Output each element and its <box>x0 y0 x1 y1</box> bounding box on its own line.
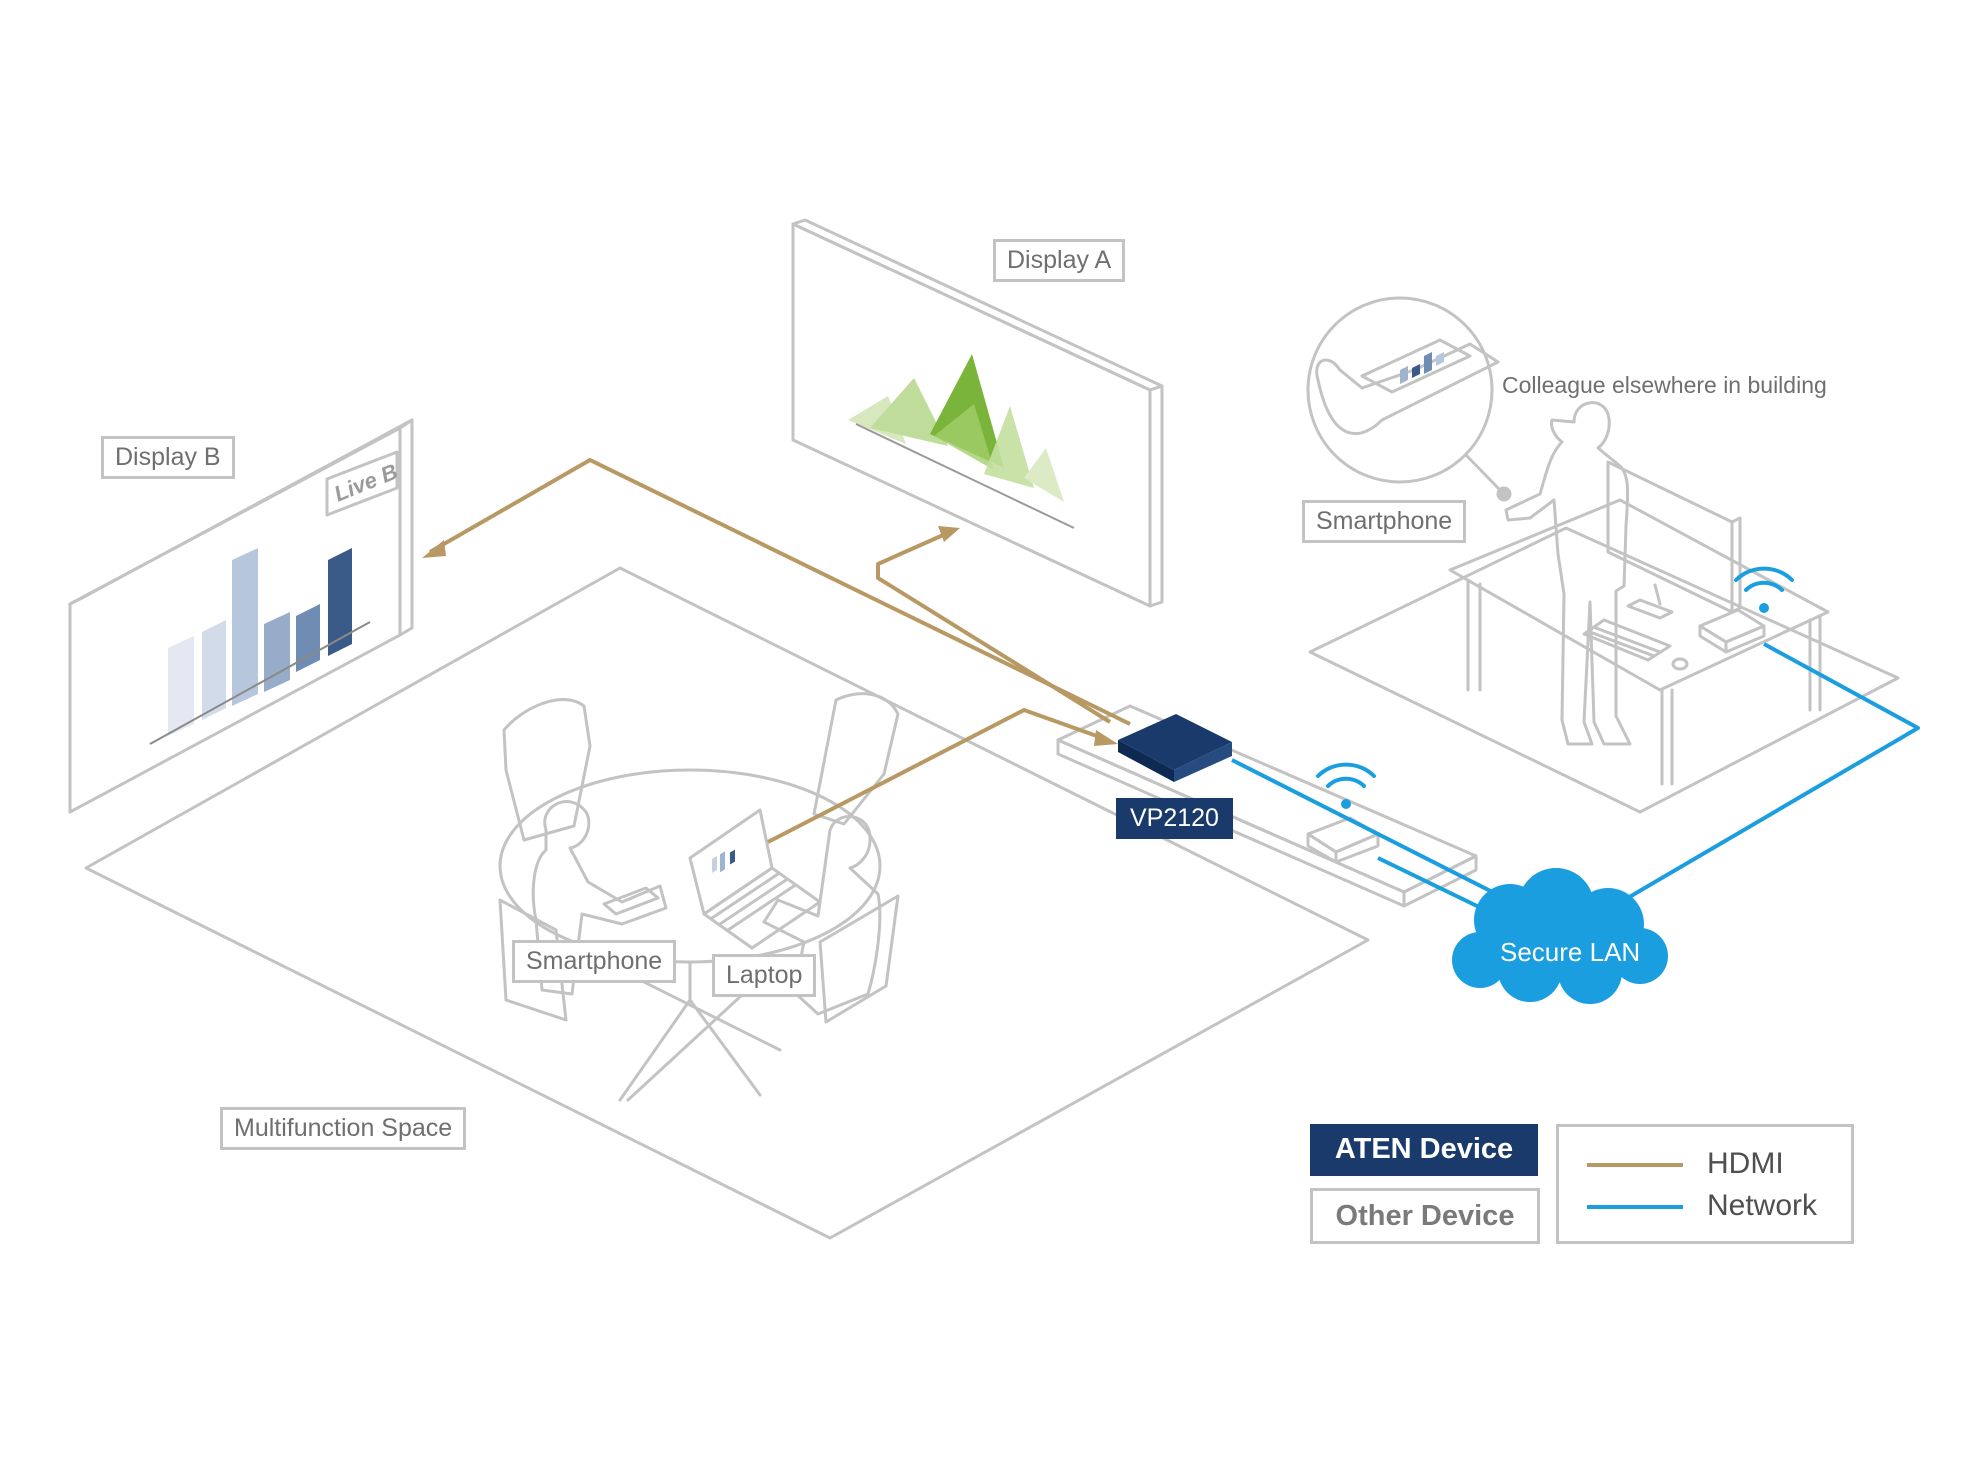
table-smartphone <box>602 886 660 916</box>
hdmi-to-display-a <box>876 530 1112 724</box>
network-remote-to-lan <box>1612 642 1920 908</box>
hdmi-cables <box>422 458 1131 844</box>
cloud-icon <box>1452 868 1668 1004</box>
legend-hdmi-line <box>1587 1163 1683 1167</box>
legend-network-line <box>1587 1205 1683 1209</box>
display-a-label: Display A <box>993 239 1126 282</box>
laptop-label: Laptop <box>712 954 817 997</box>
chair-back-right <box>812 692 900 826</box>
vp2120-device <box>1118 714 1232 782</box>
multifunction-floor <box>84 566 1370 1240</box>
wifi-icon-local <box>1316 762 1376 809</box>
legend-hdmi-text: HDMI <box>1707 1147 1784 1180</box>
wifi-icon-remote <box>1734 566 1794 613</box>
display-b-label: Display B <box>101 436 235 479</box>
display-a-screen <box>791 218 1164 608</box>
hdmi-from-laptop <box>767 708 1109 844</box>
legend-cable-types: HDMI Network <box>1556 1124 1854 1244</box>
person-left <box>531 800 668 996</box>
remote-device-box <box>1698 608 1766 654</box>
chair-front-right <box>818 894 900 1024</box>
legend-network-text: Network <box>1707 1189 1818 1222</box>
zoom-circle <box>1306 296 1494 484</box>
standing-person <box>1504 401 1632 746</box>
colleague-label: Colleague elsewhere in building <box>1502 372 1827 398</box>
smartphone-table-label: Smartphone <box>512 940 677 983</box>
display-b-chart <box>149 548 371 745</box>
chair-back-left <box>502 698 592 842</box>
multifunction-space-label: Multifunction Space <box>220 1107 467 1150</box>
keyboard <box>1582 618 1689 671</box>
zoom-chart <box>1400 352 1444 384</box>
legend-other-device: Other Device <box>1310 1188 1540 1244</box>
laptop-chart <box>712 849 735 873</box>
legend-aten-device: ATEN Device <box>1310 1124 1538 1176</box>
vp2120-label: VP2120 <box>1116 798 1233 839</box>
laptop <box>688 808 822 950</box>
hdmi-to-display-b <box>429 458 1131 726</box>
secure-lan-label: Secure LAN <box>1500 937 1641 967</box>
person-right <box>762 815 882 1016</box>
display-b-screen <box>68 418 414 814</box>
network-vp2120-to-lan <box>1231 758 1525 910</box>
smartphone-remote-label: Smartphone <box>1302 500 1467 543</box>
desk <box>1448 498 1830 786</box>
display-a-chart <box>848 354 1075 529</box>
remote-office-floor <box>1308 526 1900 814</box>
